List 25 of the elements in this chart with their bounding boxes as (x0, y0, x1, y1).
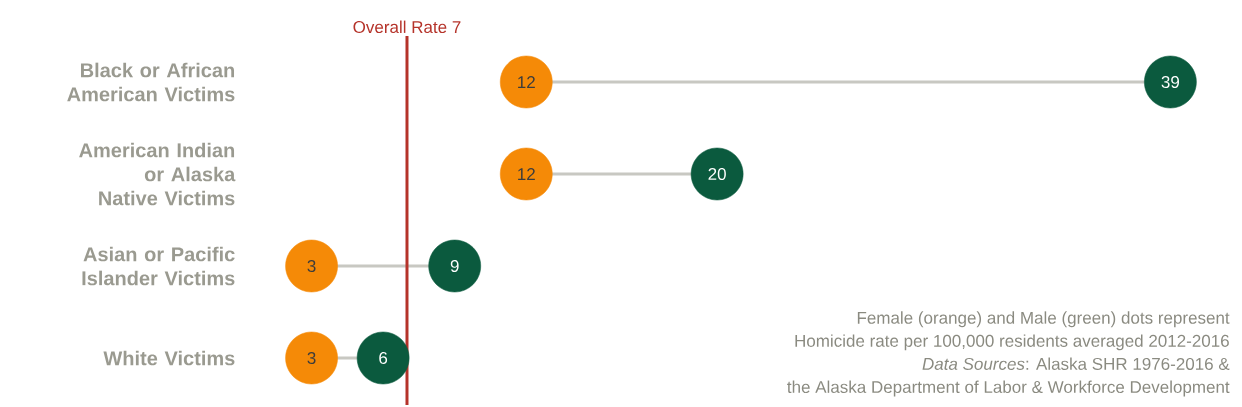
point (499, 147, 553, 201)
ref-line-label: Overall Rate 7 (353, 20, 461, 34)
y-tick-label: American Indian or Alaska Native Victims (79, 142, 236, 206)
point (499, 55, 553, 109)
point (1144, 55, 1197, 109)
data-label: 20 (708, 167, 726, 181)
annotation: the Alaska Department of Labor & Workforce Development (787, 380, 1230, 397)
data-label: 9 (450, 259, 459, 273)
point (285, 331, 338, 385)
annotation: Homicide rate per 100,000 residents averaged 2012-2016 (795, 334, 1229, 351)
point (356, 331, 410, 385)
data-label: 12 (518, 168, 535, 180)
annotation: Female (orange) and Male (green) dots represent (857, 311, 1230, 328)
y-tick-label: White Victims (103, 350, 235, 366)
data-label: 3 (307, 259, 316, 273)
data-label: 12 (518, 76, 535, 88)
point (690, 147, 744, 201)
point (285, 239, 338, 293)
data-label: 39 (1161, 75, 1180, 89)
point (428, 239, 481, 293)
y-tick-label: Black or African American Victims (67, 62, 235, 102)
data-label: 6 (379, 351, 388, 365)
annotation: Data Sources: Alaska SHR 1976-2016 & (922, 357, 1230, 370)
data-label: 3 (307, 351, 316, 365)
y-tick-label: Asian or Pacific Islander Victims (82, 246, 235, 286)
